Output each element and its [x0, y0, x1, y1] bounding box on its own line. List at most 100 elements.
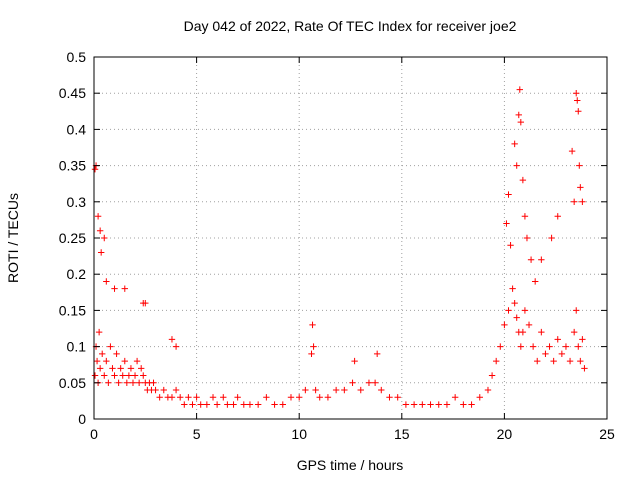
data-point [577, 357, 584, 365]
y-tick-label: 0.05 [59, 375, 86, 391]
data-point [96, 365, 104, 372]
data-point [95, 328, 103, 336]
data-point [129, 379, 137, 386]
data-point [310, 343, 317, 350]
data-point [579, 336, 586, 343]
data-point [296, 394, 303, 401]
data-point [156, 394, 163, 401]
data-point [517, 118, 525, 126]
x-tick-label: 10 [291, 426, 307, 442]
data-point [505, 191, 512, 198]
data-point [172, 386, 180, 394]
x-tick-label: 5 [193, 426, 201, 442]
data-point [91, 372, 99, 379]
data-point [121, 285, 128, 292]
y-tick-label: 0.45 [59, 85, 86, 101]
data-point [93, 357, 101, 365]
data-point [451, 394, 459, 401]
data-point [97, 249, 105, 256]
data-point [109, 365, 116, 372]
data-point [568, 147, 576, 155]
data-point [497, 343, 504, 350]
data-point [575, 108, 582, 115]
data-point [230, 401, 237, 408]
data-point [538, 328, 545, 336]
data-point [492, 357, 500, 365]
data-point [101, 372, 108, 379]
data-point [127, 365, 135, 372]
data-point [365, 379, 373, 386]
data-point [435, 401, 442, 408]
data-point [531, 278, 539, 285]
data-point [341, 386, 348, 394]
data-point [309, 321, 316, 329]
grid-lines [94, 57, 607, 419]
x-axis-title: GPS time / hours [297, 457, 404, 473]
data-point [542, 350, 549, 358]
data-point [224, 401, 231, 408]
data-point [378, 386, 385, 394]
data-point [521, 213, 529, 220]
data-point [189, 401, 196, 408]
data-point [519, 176, 527, 184]
data-point [386, 394, 393, 401]
data-point [511, 140, 518, 148]
data-point [152, 386, 159, 394]
data-point [279, 401, 286, 408]
y-tick-label: 0.1 [67, 339, 87, 355]
y-axis-ticks: 0 0.05 0.1 0.15 0.2 0.25 0.3 0.35 0.4 0.45 0.5 [59, 49, 607, 427]
data-point [271, 401, 278, 408]
data-point [577, 184, 584, 191]
data-point [525, 321, 533, 329]
data-point [394, 394, 401, 401]
data-point [468, 401, 475, 408]
data-point [142, 299, 149, 307]
data-point [140, 372, 147, 379]
data-point [101, 234, 108, 242]
data-point [103, 357, 110, 365]
data-point [476, 394, 483, 401]
data-point [197, 401, 204, 408]
data-point [523, 234, 531, 242]
data-point [119, 372, 126, 379]
data-point [511, 299, 518, 307]
data-point [263, 394, 270, 401]
data-point [529, 343, 537, 350]
data-point [550, 357, 557, 365]
y-tick-label: 0.15 [59, 302, 86, 318]
data-point [501, 321, 508, 329]
data-point [503, 220, 510, 227]
y-tick-label: 0.35 [59, 158, 86, 174]
data-point [574, 97, 581, 104]
data-point [193, 394, 200, 401]
data-point [168, 394, 176, 401]
data-point [105, 379, 112, 386]
data-point [316, 394, 323, 401]
data-point [324, 394, 332, 401]
chart-title: Day 042 of 2022, Rate Of TEC Index for r… [184, 18, 517, 34]
data-point [581, 365, 588, 372]
data-point [521, 307, 529, 314]
data-point [181, 401, 188, 408]
x-tick-label: 20 [497, 426, 513, 442]
data-point [135, 379, 143, 386]
data-point [576, 162, 583, 169]
y-tick-label: 0.4 [67, 121, 87, 137]
data-points [91, 86, 588, 408]
data-point [234, 394, 241, 401]
data-point [573, 90, 580, 97]
data-point [168, 336, 176, 343]
data-point [507, 242, 514, 249]
data-point [484, 386, 492, 394]
data-point [513, 162, 520, 169]
y-tick-label: 0.2 [67, 266, 87, 282]
data-point [516, 86, 523, 93]
data-point [131, 372, 139, 379]
data-point [111, 285, 118, 292]
data-point [573, 307, 580, 314]
data-point [519, 328, 527, 336]
data-point [172, 343, 180, 350]
y-tick-label: 0.25 [59, 230, 86, 246]
data-point [548, 234, 555, 242]
